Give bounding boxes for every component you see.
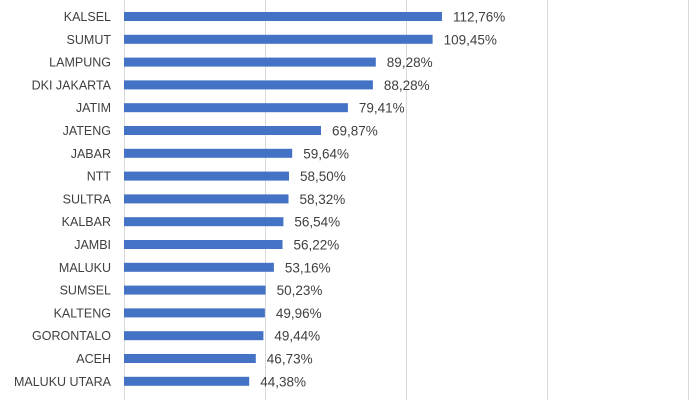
bar-sumut bbox=[124, 34, 433, 44]
value-label: 112,76% bbox=[453, 10, 505, 25]
value-label: 69,87% bbox=[332, 124, 378, 139]
value-label: 109,45% bbox=[444, 32, 497, 47]
bar-jatim bbox=[124, 103, 348, 113]
bar-jateng bbox=[124, 126, 321, 135]
category-label: SULTRA bbox=[63, 192, 112, 206]
value-label: 53,16% bbox=[285, 260, 331, 275]
category-label: KALBAR bbox=[62, 215, 111, 229]
value-label: 49,96% bbox=[276, 306, 322, 321]
value-label: 59,64% bbox=[303, 146, 349, 161]
value-label: 89,28% bbox=[387, 55, 433, 70]
value-label: 56,22% bbox=[294, 238, 340, 253]
bar-jabar bbox=[124, 148, 293, 158]
labels: KALSEL 112,76% SUMUT 109,45% LAMPUNG 89,28% DK… bbox=[14, 10, 505, 390]
bar-lampung bbox=[124, 57, 376, 67]
value-label: 58,50% bbox=[300, 169, 346, 184]
value-label: 46,73% bbox=[267, 352, 313, 367]
category-label: LAMPUNG bbox=[49, 56, 111, 70]
category-label: KALTENG bbox=[54, 306, 111, 320]
bar-gorontalo bbox=[124, 331, 264, 341]
value-label: 49,44% bbox=[274, 329, 320, 344]
bars bbox=[124, 12, 442, 386]
category-label: JATIM bbox=[76, 101, 111, 115]
bar-aceh bbox=[124, 354, 256, 363]
value-label: 58,32% bbox=[300, 192, 346, 207]
category-label: DKI JAKARTA bbox=[32, 78, 112, 92]
bar-kalsel bbox=[124, 12, 442, 21]
category-label: NTT bbox=[87, 170, 112, 184]
bar-dki-jakarta bbox=[124, 80, 373, 90]
bar-maluku-utara bbox=[124, 376, 250, 386]
category-label: JABAR bbox=[71, 147, 111, 161]
bar-kalbar bbox=[124, 217, 284, 227]
category-label: JAMBI bbox=[74, 238, 111, 252]
bar-ntt bbox=[124, 171, 289, 181]
category-label: MALUKU bbox=[59, 261, 111, 275]
bar-sumsel bbox=[124, 285, 266, 295]
bar-maluku bbox=[124, 262, 274, 272]
value-label: 56,54% bbox=[294, 215, 340, 230]
value-label: 50,23% bbox=[277, 283, 323, 298]
value-label: 79,41% bbox=[359, 101, 405, 116]
value-label: 88,28% bbox=[384, 78, 430, 93]
value-label: 44,38% bbox=[260, 374, 306, 389]
bar-jambi bbox=[124, 240, 283, 249]
category-label: GORONTALO bbox=[32, 329, 111, 343]
category-label: SUMSEL bbox=[60, 284, 111, 298]
category-label: JATENG bbox=[63, 124, 111, 138]
category-label: SUMUT bbox=[67, 33, 112, 47]
category-label: ACEH bbox=[76, 352, 111, 366]
category-label: KALSEL bbox=[64, 10, 111, 24]
bar-kalteng bbox=[124, 308, 265, 318]
category-label: MALUKU UTARA bbox=[14, 375, 112, 389]
bar-sultra bbox=[124, 194, 289, 204]
